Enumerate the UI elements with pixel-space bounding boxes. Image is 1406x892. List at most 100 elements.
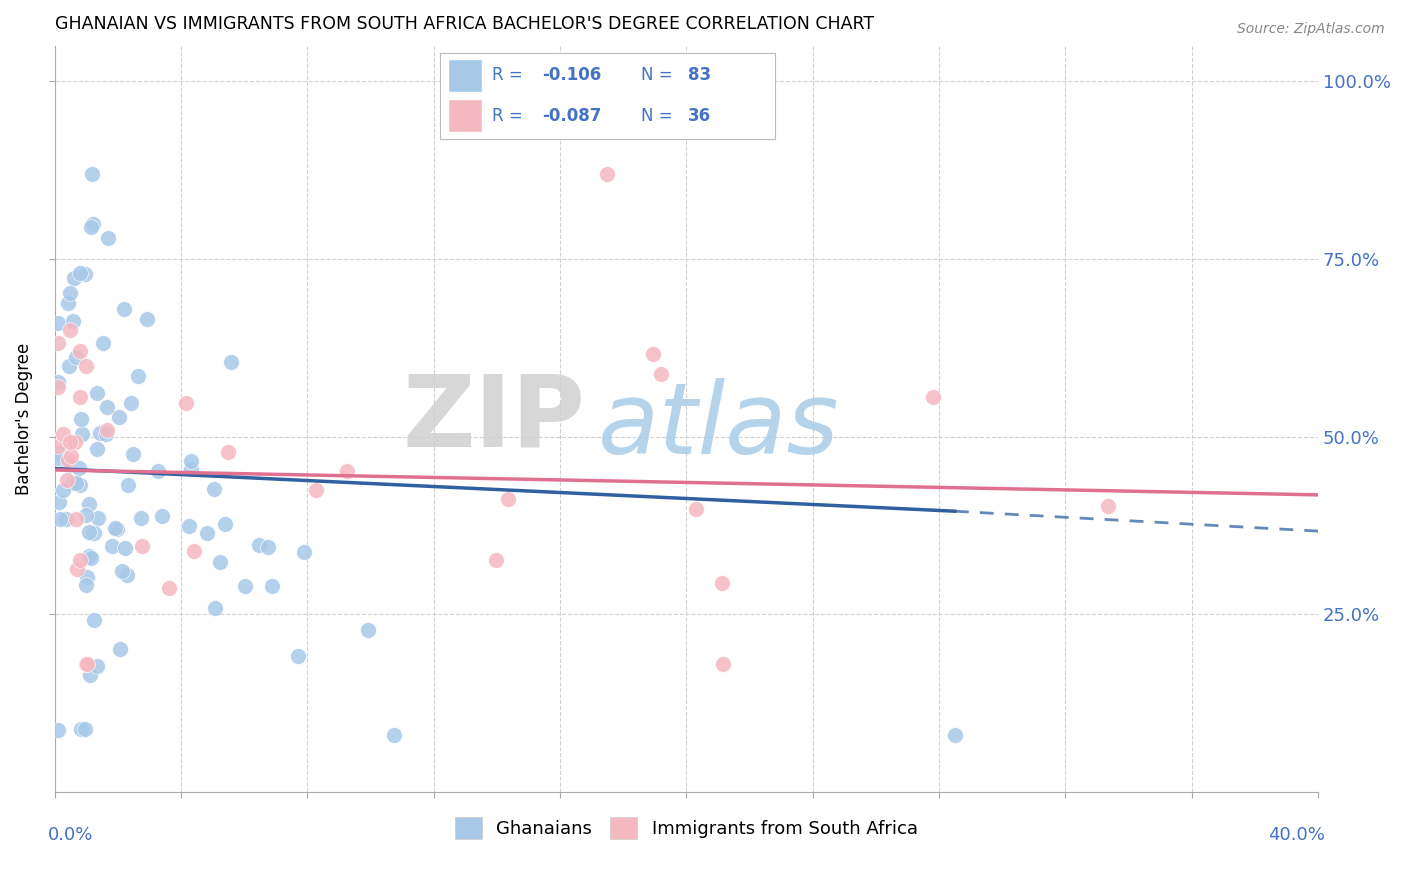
Point bbox=[127, 368, 149, 383]
Point bbox=[76, 569, 98, 583]
Point bbox=[73, 722, 96, 736]
Point bbox=[46, 723, 69, 738]
Point bbox=[1097, 500, 1119, 514]
Point bbox=[75, 359, 97, 373]
Point bbox=[96, 423, 118, 437]
Text: Source: ZipAtlas.com: Source: ZipAtlas.com bbox=[1237, 22, 1385, 37]
Point bbox=[247, 538, 270, 552]
Point bbox=[89, 426, 111, 441]
Point bbox=[150, 508, 173, 523]
Point bbox=[114, 541, 136, 556]
Text: 40.0%: 40.0% bbox=[1268, 826, 1324, 844]
Point bbox=[75, 657, 97, 671]
Point bbox=[86, 659, 108, 673]
Point bbox=[55, 512, 77, 526]
Point bbox=[120, 396, 142, 410]
Point bbox=[63, 435, 86, 450]
Point bbox=[112, 301, 135, 316]
Point bbox=[87, 511, 110, 525]
Text: ZIP: ZIP bbox=[402, 370, 585, 467]
Point bbox=[65, 350, 87, 364]
Point bbox=[136, 312, 159, 326]
Point bbox=[336, 464, 359, 478]
Point bbox=[217, 445, 239, 459]
Point bbox=[179, 519, 201, 533]
Point bbox=[48, 446, 70, 460]
Point bbox=[596, 167, 619, 181]
Point bbox=[69, 478, 91, 492]
Point bbox=[711, 657, 734, 671]
Point bbox=[46, 450, 69, 465]
Point bbox=[357, 623, 380, 637]
Point bbox=[922, 390, 945, 404]
Text: GHANAIAN VS IMMIGRANTS FROM SOUTH AFRICA BACHELOR'S DEGREE CORRELATION CHART: GHANAIAN VS IMMIGRANTS FROM SOUTH AFRICA… bbox=[55, 15, 873, 33]
Point bbox=[208, 556, 231, 570]
Point bbox=[52, 483, 75, 497]
Point bbox=[70, 426, 93, 441]
Point bbox=[56, 474, 79, 488]
Point bbox=[287, 648, 309, 663]
Point bbox=[59, 323, 82, 337]
Point bbox=[86, 386, 108, 401]
Point bbox=[104, 521, 127, 535]
Point bbox=[46, 335, 69, 350]
Point bbox=[56, 296, 79, 310]
Point bbox=[70, 722, 93, 736]
Point bbox=[65, 512, 87, 526]
Point bbox=[58, 453, 80, 467]
Point bbox=[66, 562, 89, 576]
Point bbox=[58, 359, 80, 373]
Point bbox=[943, 728, 966, 742]
Point bbox=[82, 217, 104, 231]
Point bbox=[202, 482, 225, 496]
Point bbox=[59, 435, 82, 450]
Point bbox=[643, 347, 665, 361]
Point bbox=[183, 543, 205, 558]
Point bbox=[108, 642, 131, 657]
Point bbox=[75, 508, 97, 522]
Point bbox=[650, 367, 672, 381]
Y-axis label: Bachelor's Degree: Bachelor's Degree bbox=[15, 343, 32, 495]
Point bbox=[62, 314, 84, 328]
Point bbox=[382, 728, 405, 742]
Point bbox=[86, 442, 108, 456]
Point bbox=[115, 568, 138, 582]
Point bbox=[83, 526, 105, 541]
Point bbox=[69, 266, 91, 280]
Point bbox=[48, 494, 70, 508]
Point bbox=[52, 426, 75, 441]
Point bbox=[69, 553, 91, 567]
Point bbox=[97, 230, 120, 244]
Point bbox=[65, 475, 87, 490]
Point bbox=[292, 545, 315, 559]
Point bbox=[214, 517, 236, 532]
Point bbox=[82, 167, 104, 181]
Text: atlas: atlas bbox=[598, 378, 839, 475]
Point bbox=[48, 439, 70, 453]
Point bbox=[711, 575, 734, 590]
Point bbox=[76, 657, 98, 671]
Point bbox=[46, 316, 69, 330]
Point bbox=[233, 579, 256, 593]
Point bbox=[69, 344, 91, 359]
Point bbox=[80, 551, 103, 566]
Point bbox=[83, 613, 105, 627]
Point bbox=[63, 271, 86, 285]
Point bbox=[60, 475, 83, 490]
Point bbox=[77, 524, 100, 539]
Point bbox=[131, 539, 153, 553]
Point bbox=[79, 497, 101, 511]
Point bbox=[685, 501, 707, 516]
Point bbox=[96, 400, 118, 414]
Point bbox=[67, 460, 90, 475]
Point bbox=[49, 511, 72, 525]
Point bbox=[48, 375, 70, 389]
Point bbox=[75, 578, 97, 592]
Point bbox=[221, 355, 243, 369]
Point bbox=[59, 285, 82, 300]
Point bbox=[174, 396, 197, 410]
Point bbox=[180, 454, 202, 468]
Point bbox=[105, 522, 128, 536]
Point bbox=[59, 449, 82, 463]
Point bbox=[77, 549, 100, 563]
